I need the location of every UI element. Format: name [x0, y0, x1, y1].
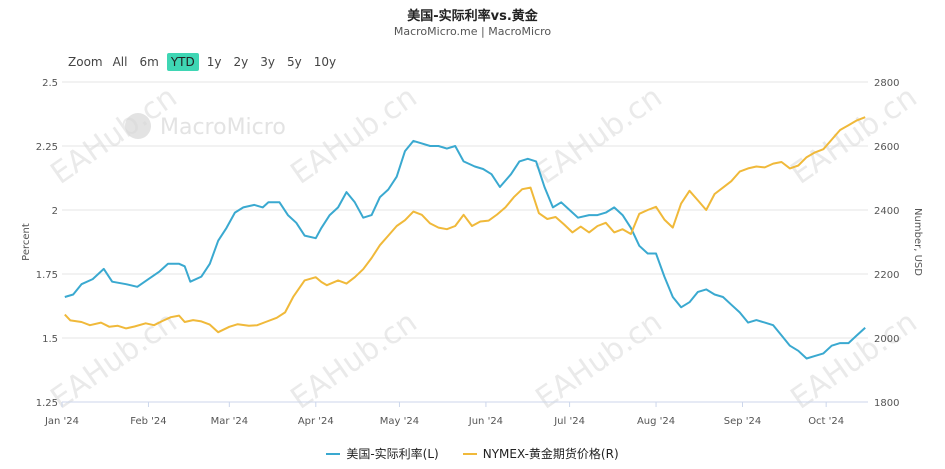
legend-item-real-rate[interactable]: 美国-实际利率(L)	[326, 445, 439, 462]
legend-label-real-rate: 美国-实际利率(L)	[346, 447, 439, 461]
macromicro-logo: MacroMicro	[160, 115, 286, 140]
range-button-3y[interactable]: 3y	[260, 55, 275, 69]
y-left-axis-title: Percent	[21, 223, 32, 261]
x-tick-label: May '24	[380, 416, 419, 427]
legend-swatch-real-rate	[326, 452, 341, 455]
chart-title: 美国-实际利率vs.黄金	[407, 9, 538, 24]
y-right-tick-label: 2400	[874, 206, 899, 217]
x-tick-label: Apr '24	[298, 416, 334, 427]
y-left-tick-label: 1.5	[42, 334, 58, 345]
watermark-text: EAHub.cn	[285, 80, 424, 192]
range-button-ytd[interactable]: YTD	[166, 53, 199, 71]
zoom-label: Zoom	[68, 55, 103, 69]
y-left-tick-label: 2	[52, 206, 58, 217]
legend-swatch-gold	[462, 452, 477, 455]
x-tick-label: Feb '24	[130, 416, 166, 427]
range-selector: Zoom All 6m YTD 1y 2y 3y 5y 10y	[68, 52, 344, 72]
x-tick-label: Aug '24	[637, 416, 675, 427]
y-right-tick-label: 2800	[874, 78, 899, 89]
range-button-10y[interactable]: 10y	[313, 55, 337, 69]
watermark-text: EAHub.cn	[785, 80, 924, 192]
y-left-tick-label: 1.75	[36, 270, 58, 281]
x-tick-label: Mar '24	[211, 416, 249, 427]
x-tick-label: Jun '24	[468, 416, 503, 427]
legend-label-gold: NYMEX-黄金期货价格(R)	[482, 447, 619, 461]
y-right-tick-label: 2200	[874, 270, 899, 281]
range-button-5y[interactable]: 5y	[286, 55, 302, 69]
y-left-tick-label: 2.5	[42, 78, 58, 89]
series-line-gold[interactable]	[64, 116, 866, 334]
range-button-1y[interactable]: 1y	[206, 55, 222, 69]
watermark-text: EAHub.cn	[285, 305, 424, 417]
x-tick-label: Oct '24	[808, 416, 844, 427]
x-tick-label: Jan '24	[44, 416, 79, 427]
legend-item-gold[interactable]: NYMEX-黄金期货价格(R)	[462, 445, 619, 462]
range-button-6m[interactable]: 6m	[139, 55, 159, 69]
x-tick-label: Jul '24	[553, 416, 585, 427]
series-lines	[64, 116, 866, 360]
y-right-tick-label: 1800	[874, 398, 899, 409]
range-button-2y[interactable]: 2y	[233, 55, 249, 69]
series-line-real-rate[interactable]	[64, 139, 866, 360]
watermark-text: EAHub.cn	[785, 305, 924, 417]
y-left-tick-label: 1.25	[36, 398, 58, 409]
axes: 1.25 1.5 1.75 2 2.25 2.5 1800 2000 2200 2400 2600 2…	[21, 78, 923, 427]
range-button-all[interactable]: All	[112, 55, 128, 69]
watermark-text: EAHub.cn	[530, 305, 669, 417]
watermark-text: EAHub.cn	[530, 80, 669, 192]
legend: 美国-实际利率(L) NYMEX-黄金期货价格(R)	[0, 445, 945, 462]
chart-subtitle: MacroMicro.me | MacroMicro	[393, 25, 552, 38]
macromicro-logo-icon	[125, 113, 151, 139]
y-right-tick-label: 2600	[874, 142, 899, 153]
y-left-tick-label: 2.25	[36, 142, 58, 153]
y-right-axis-title: Number, USD	[912, 208, 923, 276]
x-tick-label: Sep '24	[724, 416, 762, 427]
y-right-tick-label: 2000	[874, 334, 899, 345]
